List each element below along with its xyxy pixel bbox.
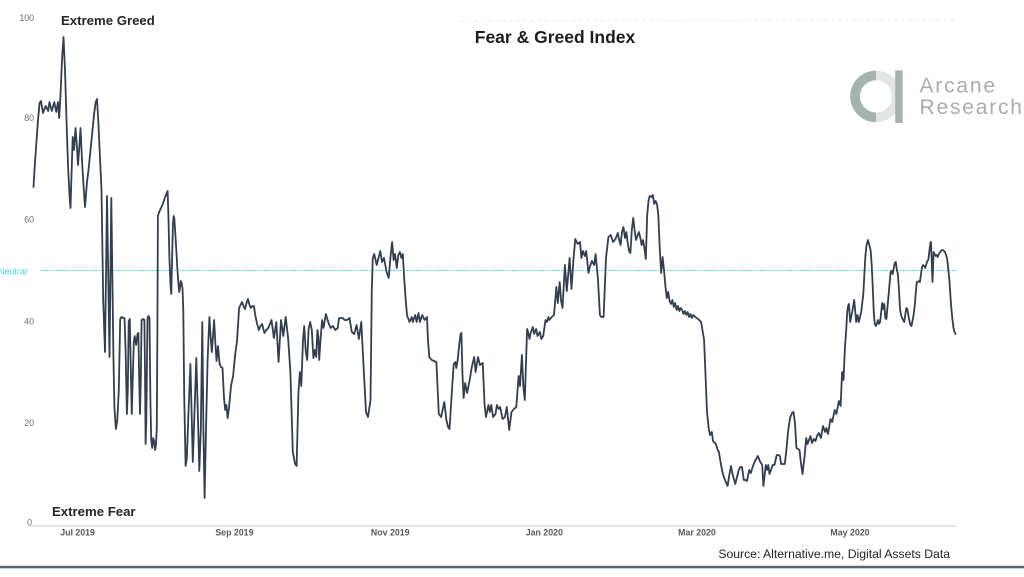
svg-text:Nov 2019: Nov 2019 bbox=[371, 528, 410, 538]
svg-text:Arcane: Arcane bbox=[920, 74, 997, 97]
svg-text:Extreme Greed: Extreme Greed bbox=[61, 13, 155, 28]
svg-text:Sep 2019: Sep 2019 bbox=[215, 528, 253, 538]
svg-text:May 2020: May 2020 bbox=[830, 528, 869, 538]
svg-text:0: 0 bbox=[27, 518, 32, 528]
svg-text:Extreme Fear: Extreme Fear bbox=[52, 504, 136, 519]
svg-text:Jan 2020: Jan 2020 bbox=[526, 528, 563, 538]
svg-text:100: 100 bbox=[19, 13, 34, 23]
svg-text:40: 40 bbox=[24, 316, 34, 326]
svg-text:Research: Research bbox=[920, 96, 1024, 119]
svg-text:60: 60 bbox=[24, 215, 34, 225]
svg-text:Mar 2020: Mar 2020 bbox=[678, 528, 716, 538]
svg-text:Jul 2019: Jul 2019 bbox=[60, 528, 95, 538]
svg-text:80: 80 bbox=[24, 113, 34, 123]
svg-text:Source: Alternative.me, Digita: Source: Alternative.me, Digital Assets D… bbox=[718, 547, 950, 561]
svg-text:20: 20 bbox=[24, 418, 34, 428]
svg-text:Neutral: Neutral bbox=[0, 267, 27, 277]
svg-text:Fear & Greed Index: Fear & Greed Index bbox=[475, 27, 636, 47]
